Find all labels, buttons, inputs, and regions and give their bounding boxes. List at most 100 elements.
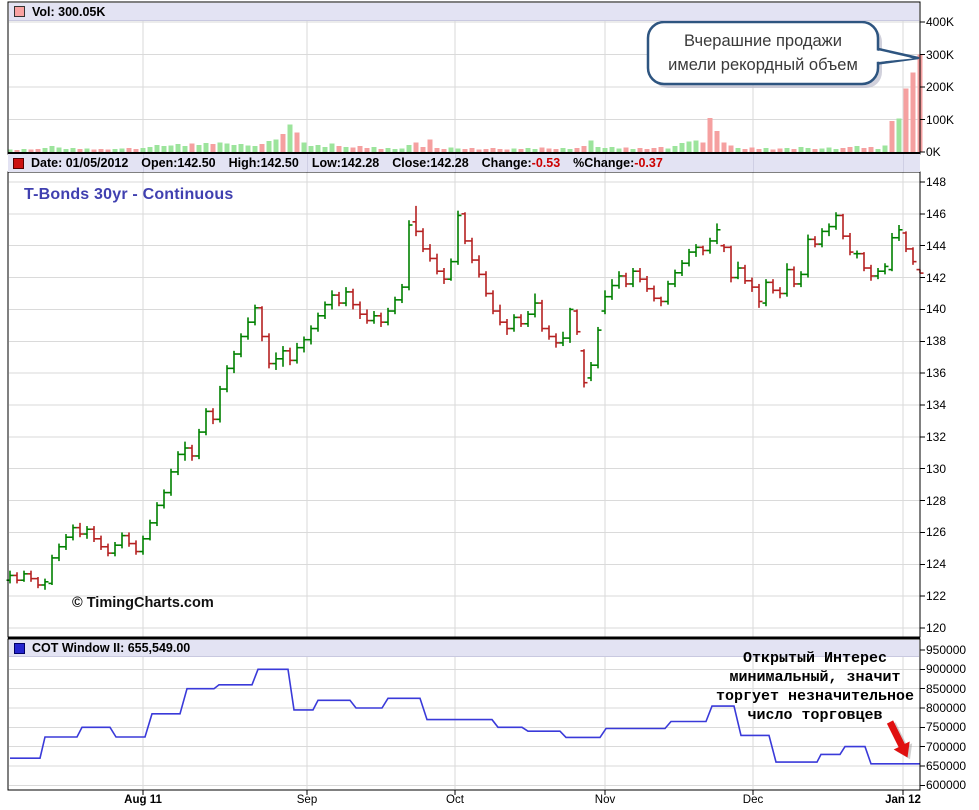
info-bar-gridline — [605, 154, 606, 172]
price-bar — [720, 244, 728, 253]
price-bar — [797, 271, 805, 288]
price-bar — [153, 502, 161, 527]
price-bar — [748, 277, 756, 292]
volume-bar — [728, 145, 734, 152]
volume-bar — [791, 148, 797, 152]
volume-bar — [735, 148, 741, 152]
price-bar — [587, 361, 595, 382]
volume-bar — [63, 148, 69, 152]
price-bar — [636, 268, 644, 283]
price-bar — [524, 311, 532, 327]
price-bar — [741, 264, 749, 284]
volume-bar — [623, 147, 629, 152]
volume-bar — [518, 149, 524, 152]
volume-bar — [399, 148, 405, 152]
price-bar — [818, 228, 826, 248]
price-bar — [629, 268, 637, 288]
price-bar — [167, 468, 175, 496]
y-axis-label: 126 — [926, 525, 947, 540]
y-axis-label: 122 — [926, 589, 947, 604]
price-bar — [27, 570, 35, 582]
volume-bar — [273, 139, 279, 152]
volume-bar — [756, 149, 762, 152]
ohlc-info-field: Close:142.28 — [392, 156, 468, 170]
volume-bar — [287, 124, 293, 152]
volume-bar — [77, 149, 83, 152]
price-bar — [685, 248, 693, 267]
volume-bar — [238, 143, 244, 152]
volume-bar — [861, 148, 867, 152]
price-bar — [440, 268, 448, 284]
volume-bar — [630, 148, 636, 152]
volume-bar — [749, 147, 755, 152]
price-bar — [755, 283, 763, 308]
volume-bar — [21, 148, 27, 152]
ohlc-bars — [6, 205, 924, 590]
price-bar — [671, 269, 679, 288]
price-bar — [510, 314, 518, 332]
x-axis-label: Oct — [446, 794, 464, 806]
info-field-value: 01/05/2012 — [65, 156, 129, 170]
volume-bar — [133, 148, 139, 152]
price-bar — [902, 231, 910, 253]
price-bar — [846, 232, 854, 256]
price-bar — [692, 244, 700, 257]
price-bar — [881, 263, 889, 275]
y-axis-label: 950000 — [926, 643, 967, 657]
price-bar — [223, 365, 231, 393]
volume-bar — [70, 148, 76, 152]
volume-bar — [511, 148, 517, 152]
volume-bar — [14, 150, 20, 152]
volume-bar — [168, 145, 174, 152]
volume-bar — [210, 144, 216, 152]
y-axis-label: 132 — [926, 429, 947, 444]
ohlc-info-field: High:142.50 — [229, 156, 299, 170]
price-bar — [839, 213, 847, 240]
volume-bar — [161, 146, 167, 152]
copyright-watermark: © TimingCharts.com — [72, 595, 214, 611]
volume-bar — [112, 149, 118, 152]
price-bar — [461, 212, 469, 245]
y-axis-label: 0K — [926, 145, 941, 159]
volume-bar — [539, 147, 545, 152]
price-bar — [202, 408, 210, 436]
volume-bar — [889, 121, 895, 152]
volume-bar — [280, 134, 286, 152]
price-bar — [195, 428, 203, 460]
price-bar — [244, 317, 252, 340]
volume-panel-header: Vol: 300.05K — [9, 3, 919, 21]
price-bar — [643, 275, 651, 292]
volume-bar — [742, 148, 748, 152]
info-bar-gridline — [307, 154, 308, 172]
volume-bar — [259, 143, 265, 152]
volume-bar — [602, 148, 608, 152]
price-bar — [321, 301, 329, 319]
price-bar — [342, 287, 350, 307]
y-axis-label: 148 — [926, 175, 947, 189]
price-bar — [279, 346, 287, 367]
price-bar — [370, 311, 378, 324]
volume-bar — [847, 146, 853, 152]
y-axis-label: 138 — [926, 334, 947, 349]
volume-bar — [875, 148, 881, 152]
volume-bar — [560, 147, 566, 152]
price-bar — [566, 307, 574, 343]
callout-line: имели рекордный объем — [668, 56, 858, 74]
volume-bar — [497, 149, 503, 152]
y-axis-label: 100K — [926, 112, 955, 127]
info-bar-gridline — [753, 154, 754, 172]
price-bar — [860, 252, 868, 272]
volume-bar — [504, 149, 510, 152]
price-bar — [419, 228, 427, 253]
price-bar — [790, 266, 798, 288]
price-bar — [608, 279, 616, 300]
volume-bar — [357, 146, 363, 152]
price-bar — [62, 534, 70, 550]
volume-bar — [651, 148, 657, 152]
price-bar — [727, 245, 735, 283]
price-bar — [853, 250, 861, 259]
price-bar — [559, 331, 567, 347]
price-bar — [895, 225, 903, 241]
y-axis-label: 144 — [926, 238, 947, 253]
